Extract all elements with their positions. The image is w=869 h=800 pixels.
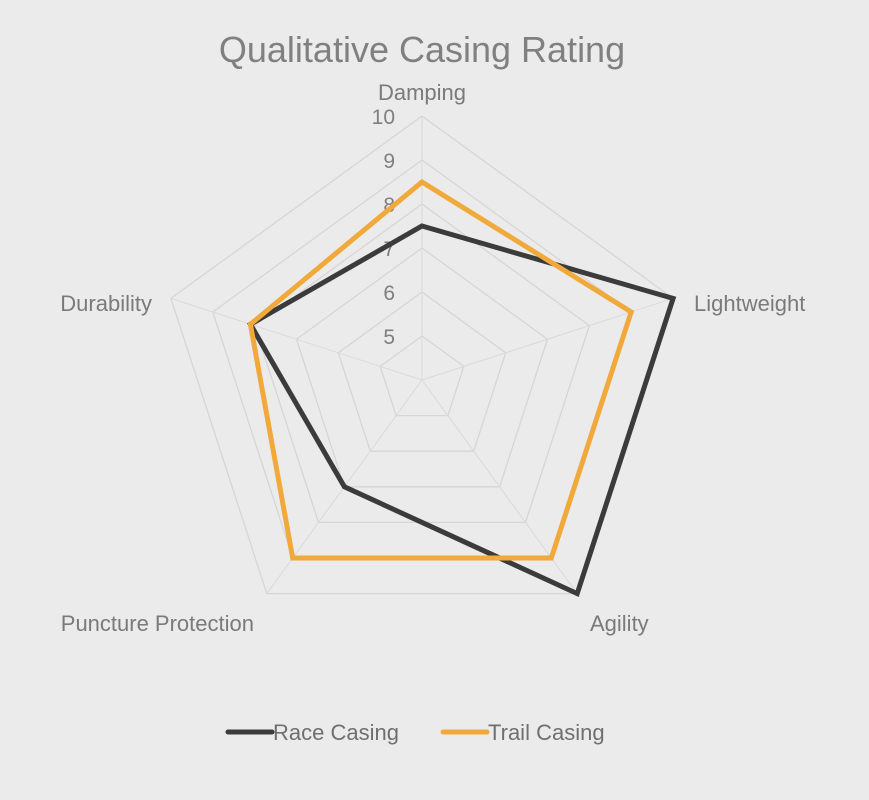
tick-label-8: 8	[383, 194, 395, 217]
legend-item-trail-casing[interactable]: Trail Casing	[440, 720, 605, 745]
tick-label-10: 10	[372, 106, 395, 129]
axis-label-agility: Agility	[590, 611, 649, 636]
spoke-lightweight	[421, 297, 674, 381]
tick-label-9: 9	[383, 150, 395, 173]
grid-ring-6	[337, 291, 507, 452]
legend-label-trail-casing: Trail Casing	[488, 720, 605, 745]
legend-item-race-casing[interactable]: Race Casing	[225, 720, 399, 745]
series-trail-casing[interactable]	[247, 178, 635, 561]
tick-label-5: 5	[383, 326, 395, 349]
series-polygons	[246, 178, 677, 598]
axis-label-durability: Durability	[60, 291, 152, 316]
axis-label-damping: Damping	[378, 80, 466, 105]
tick-label-7: 7	[383, 238, 395, 261]
spoke-durability	[170, 297, 423, 381]
radial-tick-labels: 5 6 7 8 9 10	[372, 106, 395, 349]
tick-label-6: 6	[383, 282, 395, 305]
legend-label-race-casing: Race Casing	[273, 720, 399, 745]
grid-ring-10	[170, 115, 674, 595]
chart-title: Qualitative Casing Rating	[219, 29, 625, 70]
grid-ring-7	[295, 247, 549, 488]
legend: Race Casing Trail Casing	[225, 720, 605, 745]
series-race-casing[interactable]	[246, 223, 677, 598]
grid-ring-5	[379, 335, 465, 417]
axis-label-puncture-protection: Puncture Protection	[61, 611, 254, 636]
axis-label-lightweight: Lightweight	[694, 291, 805, 316]
